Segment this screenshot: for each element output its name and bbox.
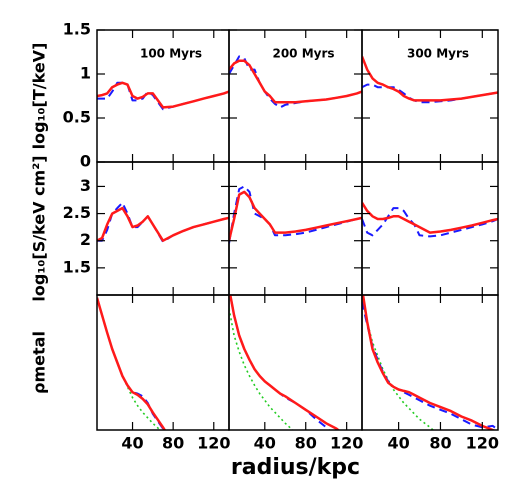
y-tick-label: 0.5 — [63, 108, 91, 127]
line — [229, 190, 362, 241]
panel-frame — [228, 294, 363, 431]
line — [362, 301, 498, 430]
plot-area — [362, 202, 498, 238]
y-axis-label: log₁₀[T/keV] — [30, 43, 49, 150]
plot-area — [362, 295, 498, 430]
line — [97, 297, 167, 430]
x-tick-label: 120 — [197, 434, 230, 453]
x-tick-label: 40 — [121, 434, 143, 453]
y-axis-label: log₁₀[S/keV cm²] — [30, 155, 49, 301]
line — [97, 206, 229, 242]
line — [229, 59, 362, 104]
line — [229, 295, 331, 430]
y-axis-label: ρmetal — [30, 331, 49, 394]
y-tick-label: 1 — [80, 64, 91, 83]
y-tick-label: 2 — [80, 230, 91, 249]
line — [362, 55, 498, 102]
x-tick-label: 40 — [387, 434, 409, 453]
line — [229, 295, 341, 430]
x-tick-label: 120 — [330, 434, 363, 453]
y-tick-label: 1.5 — [63, 20, 91, 39]
panel-title: 200 Myrs — [272, 47, 334, 61]
line — [362, 202, 498, 234]
y-tick-label: 0 — [80, 152, 91, 171]
plot-area — [229, 55, 362, 109]
line — [362, 295, 496, 430]
plot-area — [362, 55, 498, 104]
x-tick-label: 80 — [429, 434, 451, 453]
y-tick-label: 1.5 — [63, 257, 91, 276]
y-tick-label: 2.5 — [63, 203, 91, 222]
plot-area — [229, 185, 362, 244]
x-tick-label: 80 — [162, 434, 184, 453]
x-tick-label: 80 — [295, 434, 317, 453]
panel-title: 100 Myrs — [140, 47, 202, 61]
panel-title: 300 Myrs — [407, 47, 469, 61]
x-axis-label: radius/kpc — [231, 455, 360, 480]
panel-frame — [228, 161, 363, 296]
y-tick-label: 3 — [80, 176, 91, 195]
line — [362, 295, 435, 430]
plot-area — [97, 297, 167, 430]
line — [97, 297, 166, 430]
plot-area — [97, 81, 229, 111]
line — [97, 81, 229, 109]
panel-frame — [96, 161, 230, 296]
plot-area — [97, 201, 229, 243]
line — [229, 308, 294, 430]
x-tick-label: 120 — [466, 434, 499, 453]
plot-area — [229, 295, 341, 430]
panel-frame — [361, 161, 499, 296]
x-tick-label: 40 — [254, 434, 276, 453]
panel-frame — [361, 294, 499, 431]
